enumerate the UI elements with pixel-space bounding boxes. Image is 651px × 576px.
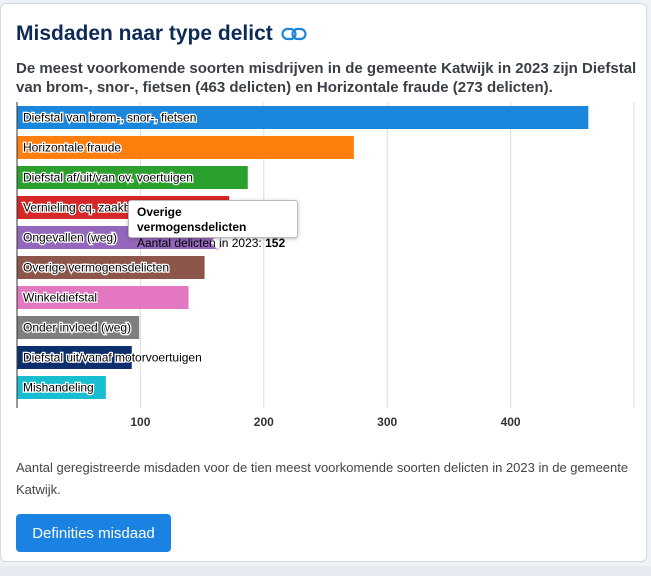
tooltip-label: Aantal delicten in 2023: <box>137 236 266 250</box>
x-tick-label: 100 <box>130 415 150 429</box>
chart-card: Misdaden naar type delict De meest voork… <box>0 3 647 562</box>
bar-label: Overige vermogensdelicten <box>23 261 169 275</box>
link-icon[interactable] <box>281 27 307 41</box>
bar-label: Diefstal uit/vanaf motorvoertuigen <box>23 351 202 365</box>
title-row: Misdaden naar type delict <box>16 22 307 46</box>
chart-tooltip: Overige vermogensdelicten Aantal delicte… <box>128 200 298 250</box>
page-title: Misdaden naar type delict <box>16 22 273 45</box>
bar-chart: Diefstal van brom-, snor-, fietsen Horizo… <box>16 102 635 429</box>
bar[interactable] <box>17 166 248 189</box>
x-tick-label: 200 <box>254 415 274 429</box>
bar[interactable] <box>17 286 189 309</box>
chart-caption: Aantal geregistreerde misdaden voor de t… <box>16 460 629 497</box>
bar[interactable] <box>17 376 106 399</box>
x-tick-label: 300 <box>377 415 397 429</box>
bar-label: Winkeldiefstal <box>23 291 97 305</box>
tooltip-value: 152 <box>265 236 286 250</box>
bar-label: Mishandeling <box>23 381 94 395</box>
bar[interactable] <box>17 256 205 279</box>
bar-label: Diefstal van brom-, snor-, fietsen <box>23 111 196 125</box>
bar-label: Ongevallen (weg) <box>23 231 117 245</box>
bar[interactable] <box>17 346 132 369</box>
page-bottom-strip <box>0 566 651 576</box>
bar[interactable] <box>17 136 354 159</box>
bar[interactable] <box>17 106 589 129</box>
x-tick-label: 400 <box>501 415 521 429</box>
bar-label: Onder invloed (weg) <box>23 321 131 335</box>
bar[interactable] <box>17 316 140 339</box>
bar-label: Horizontale fraude <box>23 141 121 155</box>
definities-button[interactable]: Definities misdaad <box>16 514 171 552</box>
tooltip-line: Aantal delicten in 2023: 152 <box>137 235 289 251</box>
tooltip-title: Overige vermogensdelicten <box>137 205 247 234</box>
chart-subtitle: De meest voorkomende soorten misdrijven … <box>16 60 637 96</box>
bar-label: Diefstal af/uit/van ov. voertuigen <box>23 171 193 185</box>
